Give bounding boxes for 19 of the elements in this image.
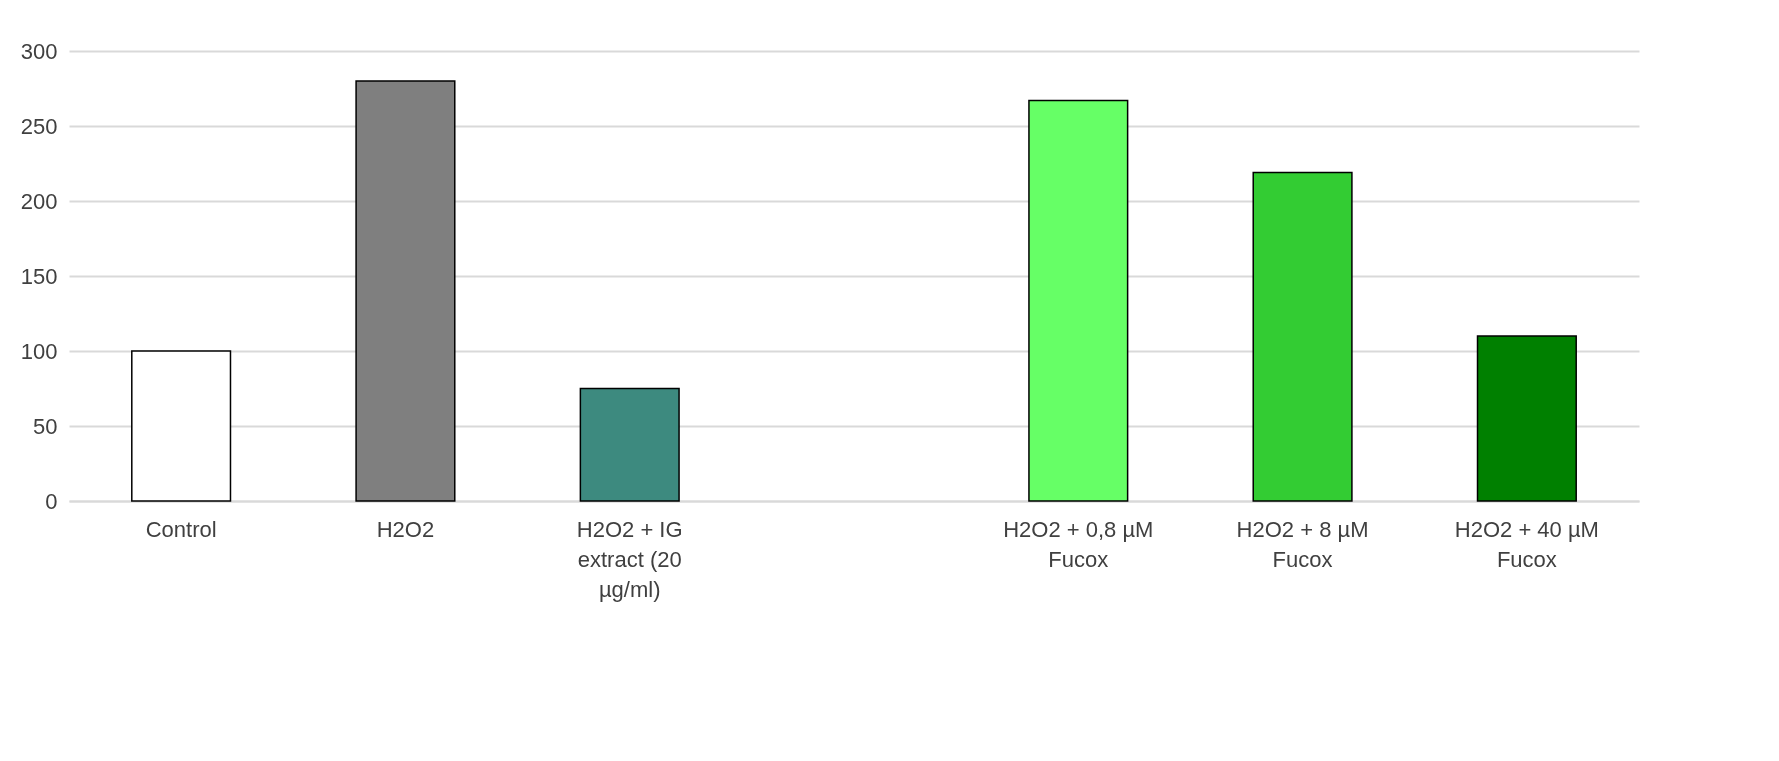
x-tick-label: H2O2 — [376, 516, 435, 542]
bar — [131, 350, 232, 502]
x-tick-label: H2O2 + 40 µM Fucox — [1454, 516, 1599, 572]
y-tick-label: 200 — [20, 188, 58, 214]
y-tick-label: 0 — [45, 488, 58, 514]
bar — [579, 387, 680, 502]
x-tick-label: H2O2 + 8 µM Fucox — [1236, 516, 1369, 572]
x-tick-label: H2O2 + 0,8 µM Fucox — [1003, 516, 1154, 572]
bar — [355, 80, 456, 502]
y-tick-label: 50 — [33, 413, 58, 439]
bar — [1252, 171, 1353, 502]
x-tick-label: H2O2 + IG extract (20 µg/ml) — [576, 516, 683, 602]
y-tick-label: 250 — [20, 113, 58, 139]
y-tick-label: 150 — [20, 263, 58, 289]
bar — [1476, 335, 1577, 502]
y-tick-label: 300 — [20, 38, 58, 64]
y-tick-label: 100 — [20, 338, 58, 364]
bar — [1028, 99, 1129, 502]
x-tick-label: Control — [145, 516, 217, 542]
